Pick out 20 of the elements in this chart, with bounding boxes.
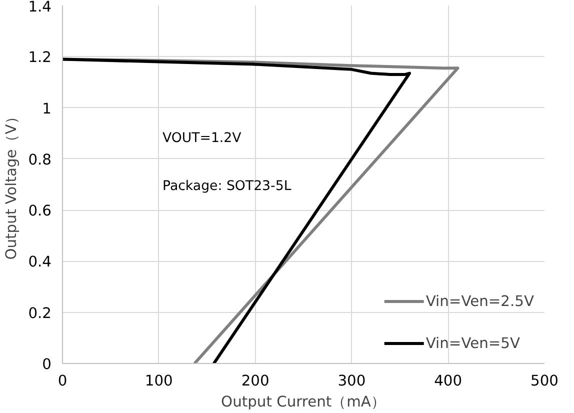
y-tick-label: 1.4	[28, 0, 52, 16]
annotation: VOUT=1.2V	[162, 131, 242, 146]
y-tick-label: 1.2	[28, 49, 52, 66]
y-axis-title: Output Voltage（V）	[3, 109, 20, 260]
y-tick-label: 0.8	[28, 151, 52, 168]
x-tick-label: 100	[144, 372, 173, 390]
y-tick-label: 1	[42, 100, 52, 118]
y-tick-label: 0.6	[28, 202, 52, 220]
x-tick-label: 300	[338, 372, 366, 390]
x-tick-label: 200	[241, 372, 270, 390]
x-tick-label: 0	[58, 372, 68, 390]
legend-label: Vin=Ven=2.5V	[426, 292, 534, 310]
x-axis-title: Output Current（mA）	[221, 394, 386, 410]
y-tick-label: 0.2	[28, 304, 52, 322]
legend-label: Vin=Ven=5V	[426, 334, 520, 352]
y-tick-label: 0.4	[28, 254, 52, 271]
annotation: Package: SOT23-5L	[162, 179, 292, 194]
x-tick-label: 400	[434, 372, 462, 390]
x-tick-label: 500	[530, 372, 558, 390]
y-tick-label: 0	[42, 356, 52, 373]
